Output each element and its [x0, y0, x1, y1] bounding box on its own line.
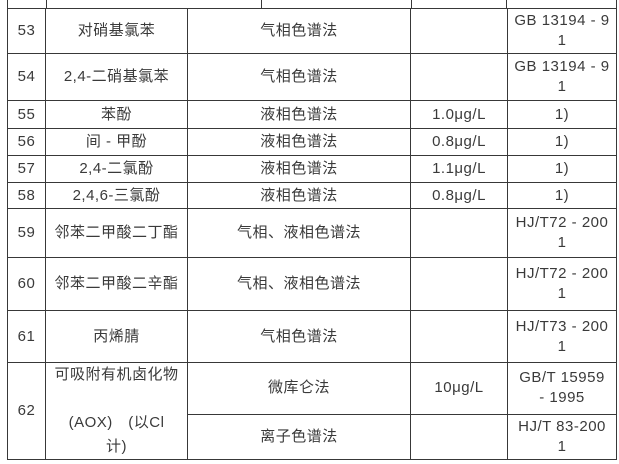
cell-limit: 10μg/L	[410, 362, 508, 415]
cell-method: 气相色谱法	[187, 53, 411, 101]
grid-line	[411, 0, 412, 8]
cell-method: 气相、液相色谱法	[187, 208, 411, 258]
cell-standard: 1)	[507, 128, 617, 156]
cell-standard: 1)	[507, 182, 617, 209]
cell-standard: HJ/T73 - 200 1	[507, 310, 617, 363]
cell-method: 气相色谱法	[187, 8, 411, 54]
cell-substance: 丙烯腈	[45, 310, 188, 363]
cell-no: 57	[7, 155, 46, 183]
cell-method: 液相色谱法	[187, 128, 411, 156]
cell-method: 微库仑法	[187, 362, 411, 415]
cell-substance: 邻苯二甲酸二辛酯	[45, 257, 188, 311]
cell-method: 液相色谱法	[187, 100, 411, 129]
cell-method: 离子色谱法	[187, 413, 411, 461]
cell-method: 气相色谱法	[187, 310, 411, 363]
table-row-56: 56 间 - 甲酚 液相色谱法 0.8μg/L 1)	[7, 128, 617, 156]
cell-standard: HJ/T 83-200 1	[507, 413, 617, 461]
cell-no: 58	[7, 182, 46, 209]
cell-limit	[410, 310, 508, 363]
cell-method: 液相色谱法	[187, 182, 411, 209]
table-row-60: 60 邻苯二甲酸二辛酯 气相、液相色谱法 HJ/T72 - 200 1	[7, 257, 617, 311]
cell-limit: 0.8μg/L	[410, 128, 508, 156]
cell-limit: 0.8μg/L	[410, 182, 508, 209]
table-row-54: 54 2,4-二硝基氯苯 气相色谱法 GB 13194 - 9 1	[7, 53, 617, 101]
table-row-61: 61 丙烯腈 气相色谱法 HJ/T73 - 200 1	[7, 310, 617, 363]
table-row-59: 59 邻苯二甲酸二丁酯 气相、液相色谱法 HJ/T72 - 200 1	[7, 208, 617, 258]
grid-line	[261, 0, 262, 8]
cell-method: 液相色谱法	[187, 155, 411, 183]
cell-limit	[410, 8, 508, 54]
cell-no: 55	[7, 100, 46, 129]
cell-substance: 苯酚	[45, 100, 188, 129]
table-row-57: 57 2,4-二氯酚 液相色谱法 1.1μg/L 1)	[7, 155, 617, 183]
table-row-55: 55 苯酚 液相色谱法 1.0μg/L 1)	[7, 100, 617, 129]
table-row-62b: 离子色谱法 HJ/T 83-200 1	[8, 413, 617, 461]
cell-limit: 1.0μg/L	[410, 100, 508, 129]
cell-no: 61	[7, 310, 46, 363]
cell-substance: 2,4,6-三氯酚	[45, 182, 188, 209]
cell-substance: 2,4-二氯酚	[45, 155, 188, 183]
cell-no: 53	[7, 8, 46, 54]
table-row-58: 58 2,4,6-三氯酚 液相色谱法 0.8μg/L 1)	[7, 182, 617, 209]
partial-top-row	[7, 0, 617, 8]
grid-line	[46, 0, 47, 8]
cell-substance: 2,4-二硝基氯苯	[45, 53, 188, 101]
cell-standard: HJ/T72 - 200 1	[507, 208, 617, 258]
grid-line	[506, 0, 507, 8]
cell-standard: GB 13194 - 9 1	[507, 8, 617, 54]
cell-substance: 间 - 甲酚	[45, 128, 188, 156]
cell-standard: 1)	[507, 155, 617, 183]
cell-method: 气相、液相色谱法	[187, 257, 411, 311]
cell-no: 60	[7, 257, 46, 311]
cell-limit	[410, 53, 508, 101]
standards-table: 53 对硝基氯苯 气相色谱法 GB 13194 - 9 1 54 2,4-二硝基…	[7, 8, 617, 461]
cell-standard: GB/T 15959 - 1995	[507, 362, 617, 415]
cell-limit: 1.1μg/L	[410, 155, 508, 183]
cell-limit	[410, 208, 508, 258]
cell-standard: GB 13194 - 9 1	[507, 53, 617, 101]
cell-no: 62	[7, 362, 46, 460]
cell-standard: 1)	[507, 100, 617, 129]
cell-no: 56	[7, 128, 46, 156]
cell-limit	[410, 257, 508, 311]
cell-limit	[410, 413, 508, 461]
cell-no: 59	[7, 208, 46, 258]
cell-no: 54	[7, 53, 46, 101]
table-row-62a: 62 可吸附有机卤化物 (AOX) (以Cl 计) 微库仑法 10μg/L GB…	[7, 362, 617, 460]
cell-substance: 邻苯二甲酸二丁酯	[45, 208, 188, 258]
table-row-53: 53 对硝基氯苯 气相色谱法 GB 13194 - 9 1	[7, 8, 617, 54]
cell-substance: 对硝基氯苯	[45, 8, 188, 54]
cell-standard: HJ/T72 - 200 1	[507, 257, 617, 311]
cell-substance: 可吸附有机卤化物 (AOX) (以Cl 计)	[45, 362, 188, 460]
